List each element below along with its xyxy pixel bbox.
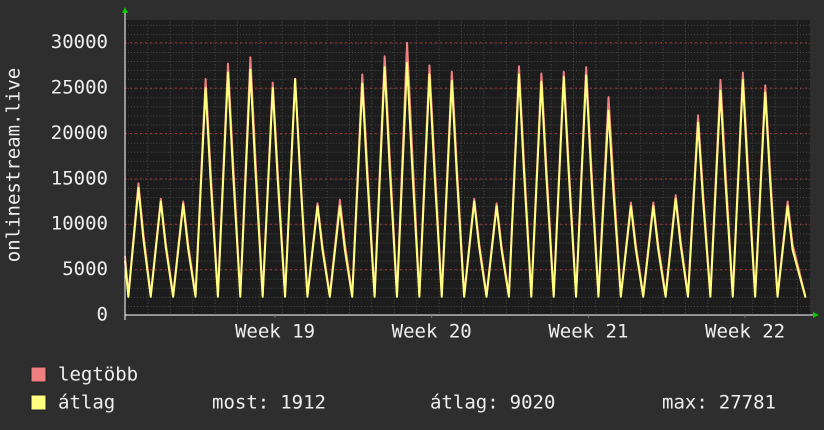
- legend-label: legtöbb: [58, 364, 138, 386]
- y-tick-label: 20000: [51, 122, 108, 144]
- y-axis-label: onlinestream.live: [3, 68, 25, 262]
- legend: legtöbb átlag most: 1912 átlag: 9020 max: 27781: [30, 364, 776, 414]
- y-tick-label: 25000: [51, 77, 108, 99]
- y-tick-label: 0: [97, 304, 108, 326]
- stat-label: max:: [662, 392, 708, 414]
- x-arrow: [813, 312, 819, 318]
- x-tick-label: Week 19: [235, 321, 315, 343]
- grid: [125, 42, 810, 271]
- stat-label: most:: [212, 392, 269, 414]
- y-tick-label: 30000: [51, 31, 108, 53]
- y-arrow: [122, 7, 128, 13]
- lines: [124, 41, 807, 298]
- y-tick-label: 5000: [62, 258, 108, 280]
- x-tick-label: Week 21: [548, 321, 628, 343]
- y-tick-label: 10000: [51, 213, 108, 235]
- series-line: [124, 61, 807, 298]
- stat-value: 1912: [280, 392, 326, 414]
- y-tick-label: 15000: [51, 167, 108, 189]
- x-tick-label: Week 20: [392, 321, 472, 343]
- stat-value: 27781: [719, 392, 776, 414]
- legend-swatch: [30, 366, 47, 383]
- stat-label: átlag:: [430, 392, 499, 414]
- x-tick-label: Week 22: [705, 321, 785, 343]
- legend-swatch: [30, 394, 47, 411]
- stat-value: 9020: [510, 392, 556, 414]
- legend-label: átlag: [58, 392, 115, 414]
